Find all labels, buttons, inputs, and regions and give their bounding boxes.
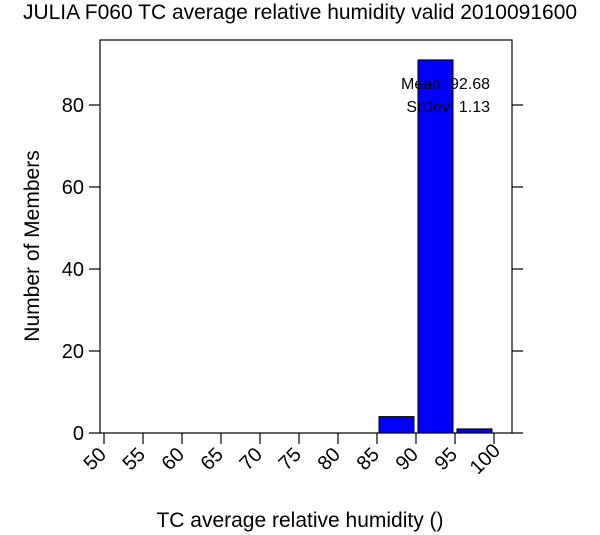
- y-tick-label: 20: [62, 341, 84, 363]
- x-axis: 50 55 60 65 70 75 80 85 90 95 100: [80, 433, 505, 479]
- x-tick-label: 90: [392, 444, 423, 475]
- x-tick-label: 75: [275, 444, 306, 475]
- x-tick-label: 100: [466, 440, 505, 479]
- y-axis-right: [512, 104, 523, 434]
- y-axis-label: Number of Members: [21, 150, 44, 341]
- x-tick-label: 55: [119, 444, 150, 475]
- plot-frame: [99, 39, 513, 434]
- histogram-bar: [378, 416, 415, 434]
- x-tick-label: 80: [314, 444, 345, 475]
- histogram-bar: [417, 59, 454, 434]
- y-tick-label: 60: [62, 177, 84, 199]
- y-tick-label: 40: [62, 259, 84, 281]
- y-axis: 0 20 40 60 80: [62, 95, 100, 445]
- histogram-bar: [456, 428, 493, 434]
- mean-annotation: Mean: 92.68: [401, 76, 490, 93]
- y-tick-label: 0: [73, 423, 84, 445]
- bars: [378, 59, 493, 434]
- x-tick-label: 50: [80, 444, 111, 475]
- chart-title: JULIA F060 TC average relative humidity …: [23, 1, 577, 24]
- x-tick-label: 70: [236, 444, 267, 475]
- stdev-annotation: StDev: 1.13: [406, 99, 490, 116]
- x-tick-label: 95: [431, 444, 462, 475]
- x-tick-label: 65: [197, 444, 228, 475]
- y-tick-label: 80: [62, 95, 84, 117]
- x-tick-label: 60: [158, 444, 189, 475]
- x-axis-label: TC average relative humidity (): [156, 509, 443, 532]
- x-tick-label: 85: [353, 444, 384, 475]
